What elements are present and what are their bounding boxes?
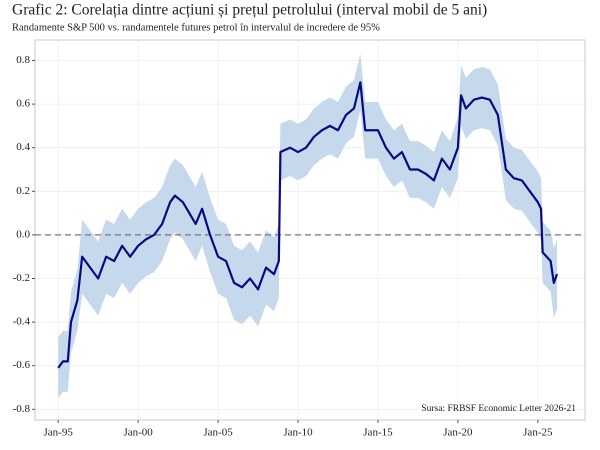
y-tick-label: -0.6 — [13, 359, 31, 371]
y-tick-label: 0.6 — [16, 98, 30, 110]
x-tick-label: Jan-15 — [363, 427, 393, 439]
y-tick-label: -0.2 — [13, 272, 30, 284]
source-note: Sursa: FRBSF Economic Letter 2026-21 — [421, 404, 576, 414]
chart-subtitle: Randamente S&P 500 vs. randamentele futu… — [12, 22, 380, 33]
y-tick-label: 0.4 — [16, 141, 30, 153]
x-tick-label: Jan-95 — [44, 427, 74, 439]
x-tick-label: Jan-20 — [443, 427, 473, 439]
y-tick-label: 0.2 — [16, 185, 30, 197]
y-tick-label: -0.8 — [13, 403, 31, 415]
x-tick-label: Jan-25 — [523, 427, 553, 439]
chart-title: Grafic 2: Corelația dintre acțiuni și pr… — [12, 2, 487, 19]
y-tick-label: 0.8 — [16, 54, 30, 66]
plot-frame — [34, 39, 586, 421]
x-tick-label: Jan-05 — [203, 427, 233, 439]
y-tick-label: -0.4 — [13, 316, 31, 328]
confidence-band — [58, 53, 558, 399]
correlation-line — [57, 81, 559, 369]
y-tick-label: 0.0 — [16, 228, 30, 240]
x-tick-label: Jan-10 — [283, 427, 313, 439]
x-tick-label: Jan-00 — [123, 427, 153, 439]
